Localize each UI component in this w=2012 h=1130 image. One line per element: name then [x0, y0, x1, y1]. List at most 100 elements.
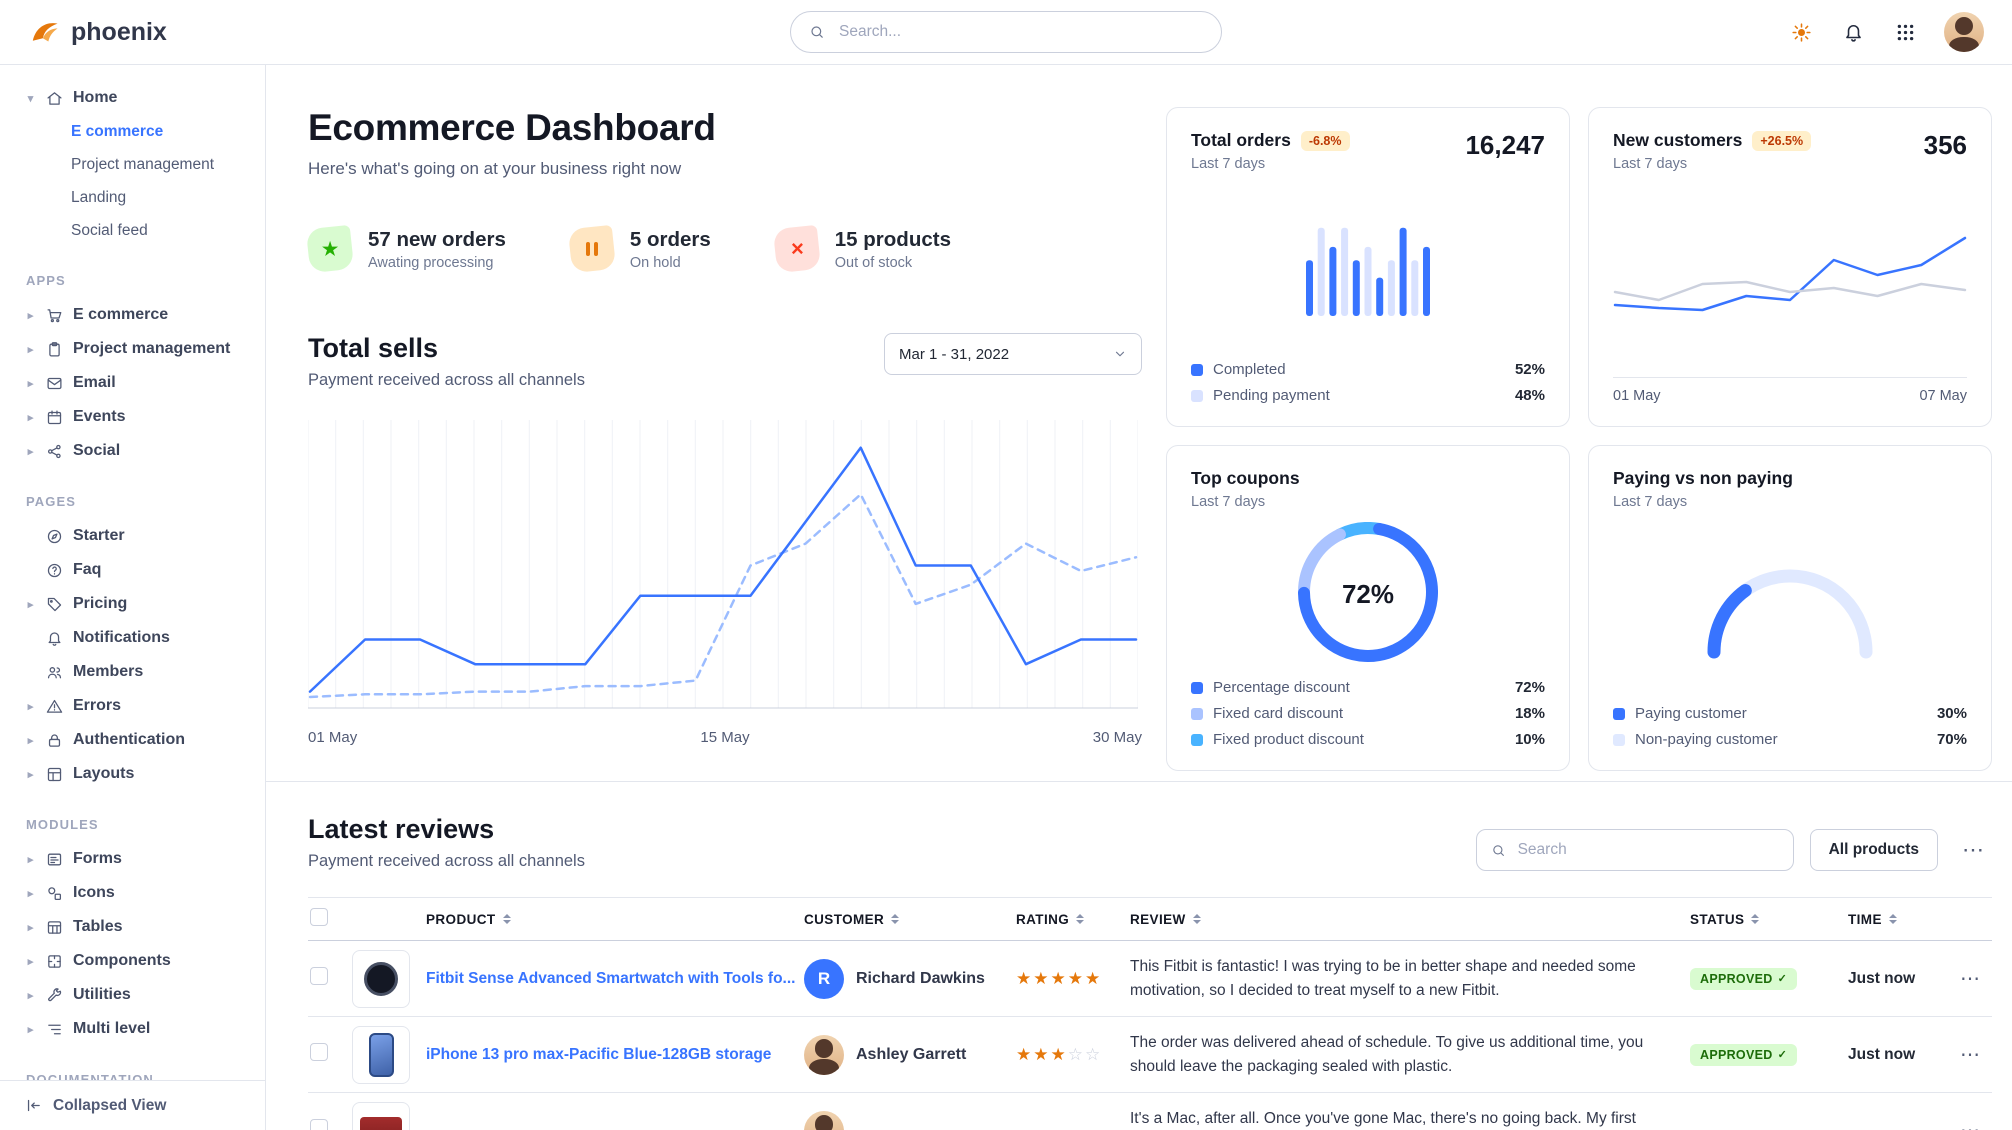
legend-item-percentage-discount: Percentage discount 72%: [1191, 679, 1545, 696]
row-checkbox[interactable]: [310, 1119, 328, 1130]
sidebar-item-faq[interactable]: Faq: [0, 553, 265, 587]
wrench-icon: [46, 987, 63, 1004]
legend-label: Fixed card discount: [1213, 705, 1344, 722]
column-header-time[interactable]: TIME: [1848, 912, 1948, 927]
sidebar-item-layouts[interactable]: ▸ Layouts: [0, 757, 265, 791]
sidebar-item-tables[interactable]: ▸ Tables: [0, 910, 265, 944]
legend-value: 70%: [1936, 731, 1967, 748]
sidebar-subitem-e-commerce[interactable]: E commerce: [71, 122, 164, 140]
reviews-table-body: Fitbit Sense Advanced Smartwatch with To…: [308, 941, 1992, 1130]
dashboard-left-column: Ecommerce Dashboard Here's what's going …: [305, 107, 1142, 781]
apps-grid-icon[interactable]: [1892, 19, 1918, 45]
row-actions-button[interactable]: ⋯: [1960, 1044, 1980, 1066]
iphone-thumb: [352, 1025, 410, 1084]
top-coupons-card: Top coupons Last 7 days 72% Percentage d…: [1166, 445, 1570, 771]
caret-right-icon: ▸: [27, 343, 34, 356]
product-link[interactable]: Fitbit Sense Advanced Smartwatch with To…: [426, 969, 796, 987]
caret-right-icon: ▸: [27, 309, 34, 322]
legend-bullet: [1191, 363, 1203, 376]
notifications-bell-icon[interactable]: [1840, 19, 1866, 45]
review-row: Fitbit Sense Advanced Smartwatch with To…: [308, 941, 1992, 1017]
select-all-checkbox[interactable]: [310, 907, 328, 926]
sidebar-item-authentication[interactable]: ▸ Authentication: [0, 723, 265, 757]
row-checkbox[interactable]: [310, 967, 328, 985]
sidebar-item-icons[interactable]: ▸ Icons: [0, 876, 265, 910]
collapsed-view-toggle[interactable]: Collapsed View: [0, 1080, 265, 1130]
search-input[interactable]: [837, 22, 1203, 42]
sidebar-item-multi-level[interactable]: ▸ Multi level: [0, 1012, 265, 1046]
sidebar-item-label: Tables: [73, 918, 123, 935]
column-header-status[interactable]: STATUS: [1690, 912, 1848, 927]
sidebar-item-members[interactable]: Members: [0, 655, 265, 689]
legend-item-fixed-product-discount: Fixed product discount 10%: [1191, 731, 1545, 748]
sidebar-item-label: Notifications: [73, 629, 170, 646]
sort-icon: [1751, 913, 1760, 925]
layout-icon: [46, 766, 63, 783]
sidebar-item-email[interactable]: ▸ Email: [0, 366, 265, 400]
user-avatar[interactable]: [1944, 12, 1984, 52]
sidebar-subitem-landing[interactable]: Landing: [71, 188, 127, 206]
main-content: Ecommerce Dashboard Here's what's going …: [266, 65, 2012, 1130]
pause-icon: [567, 224, 617, 274]
column-header-rating[interactable]: RATING: [1016, 912, 1130, 927]
collapsed-view-label: Collapsed View: [53, 1096, 167, 1114]
reviews-more-button[interactable]: ⋯: [1954, 837, 1992, 863]
caret-right-icon: ▸: [27, 734, 34, 747]
x-icon: ×: [772, 224, 821, 274]
new-customers-line-chart: [1613, 172, 1967, 377]
legend-value: 48%: [1514, 387, 1545, 404]
macbook-thumb: [352, 1101, 410, 1130]
column-header-review[interactable]: REVIEW: [1130, 912, 1690, 927]
share-icon: [46, 443, 63, 460]
caret-right-icon: ▸: [27, 377, 34, 390]
sidebar-item-errors[interactable]: ▸ Errors: [0, 689, 265, 723]
sidebar-item-e-commerce[interactable]: ▸ E commerce: [0, 298, 265, 332]
product-link[interactable]: iPhone 13 pro max-Pacific Blue-128GB sto…: [426, 1045, 772, 1063]
column-header-product[interactable]: PRODUCT: [352, 912, 804, 927]
row-checkbox[interactable]: [310, 1043, 328, 1061]
sidebar-item-label: Email: [73, 374, 116, 391]
reviews-search-input[interactable]: [1515, 840, 1779, 860]
paying-legend: Paying customer 30% Non-paying customer …: [1613, 705, 1967, 748]
theme-toggle-sun-icon[interactable]: [1788, 19, 1814, 45]
sidebar-subitem-social-feed[interactable]: Social feed: [71, 221, 148, 239]
row-actions-button[interactable]: ⋯: [1960, 968, 1980, 990]
sidebar-subitem-project-management[interactable]: Project management: [71, 155, 215, 173]
sidebar-item-pricing[interactable]: ▸ Pricing: [0, 587, 265, 621]
sort-icon: [1076, 913, 1085, 925]
total-orders-badge: -6.8%: [1300, 130, 1350, 151]
sidebar-item-components[interactable]: ▸ Components: [0, 944, 265, 978]
total-orders-card: Total orders -6.8% Last 7 days 16,247 Co…: [1166, 107, 1570, 427]
date-range-select[interactable]: Mar 1 - 31, 2022: [884, 333, 1142, 375]
sidebar-item-starter[interactable]: Starter: [0, 519, 265, 553]
bell-icon: [1845, 24, 1861, 42]
legend-bullet: [1613, 733, 1625, 746]
sidebar-item-notifications[interactable]: Notifications: [0, 621, 265, 655]
legend-label: Completed: [1213, 361, 1286, 378]
sidebar-item-label: Layouts: [73, 765, 135, 782]
sidebar-item-label: Project management: [73, 340, 231, 357]
reviews-controls: All products ⋯: [1475, 829, 1992, 871]
grid-icon: [1897, 24, 1913, 40]
bell-icon: [46, 630, 63, 647]
caret-down-icon: ▾: [27, 92, 34, 105]
brand-logo[interactable]: phoenix: [28, 16, 167, 49]
sidebar-item-utilities[interactable]: ▸ Utilities: [0, 978, 265, 1012]
donut-center-label: 72%: [1341, 579, 1395, 609]
sidebar-item-forms[interactable]: ▸ Forms: [0, 842, 265, 876]
sidebar-item-events[interactable]: ▸ Events: [0, 400, 265, 434]
sidebar-item-project-management[interactable]: ▸ Project management: [0, 332, 265, 366]
legend-item-pending-payment: Pending payment 48%: [1191, 387, 1545, 404]
all-products-filter-button[interactable]: All products: [1809, 829, 1938, 871]
page-title: Ecommerce Dashboard: [308, 107, 716, 148]
legend-label: Non-paying customer: [1635, 731, 1778, 748]
column-header-customer[interactable]: CUSTOMER: [804, 912, 1016, 927]
sidebar-item-label: Faq: [73, 561, 102, 578]
row-actions-button[interactable]: ⋯: [1948, 1118, 1992, 1130]
sidebar-item-social[interactable]: ▸ Social: [0, 434, 265, 468]
caret-right-icon: ▸: [27, 598, 34, 611]
customer-avatar: [804, 1110, 844, 1130]
compass-icon: [46, 528, 63, 545]
sidebar-item-home[interactable]: ▾ Home: [0, 81, 265, 115]
